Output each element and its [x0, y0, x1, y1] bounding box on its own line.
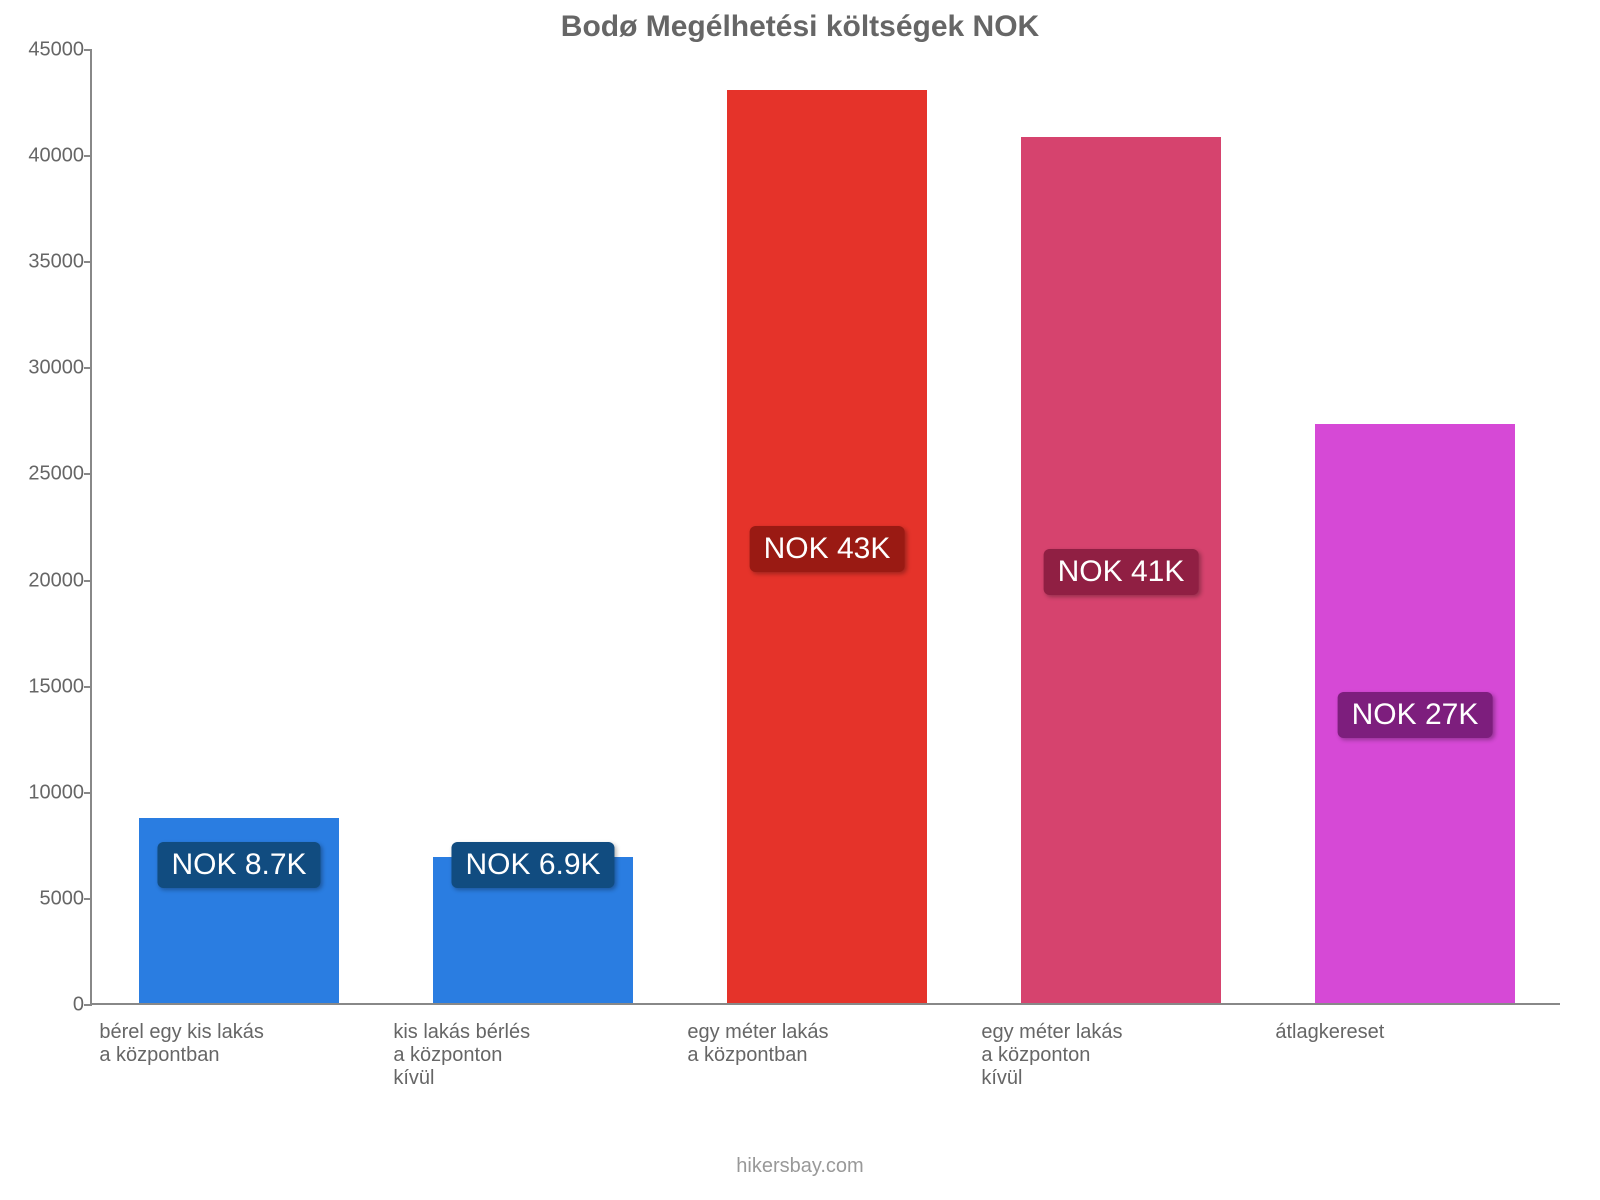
y-tick-mark: [84, 580, 92, 582]
y-tick-label: 40000: [28, 145, 92, 168]
x-category-label: átlagkereset: [1275, 1003, 1554, 1044]
value-badge: NOK 6.9K: [451, 842, 614, 888]
value-badge: NOK 41K: [1044, 549, 1199, 595]
y-tick-label: 15000: [28, 675, 92, 698]
y-tick-label: 45000: [28, 39, 92, 62]
y-tick-label: 20000: [28, 569, 92, 592]
x-category-label: bérel egy kis lakás a központban: [99, 1003, 378, 1067]
value-badge: NOK 27K: [1338, 692, 1493, 738]
chart-title: Bodø Megélhetési költségek NOK: [0, 10, 1600, 44]
y-tick-mark: [84, 792, 92, 794]
y-tick-mark: [84, 261, 92, 263]
cost-of-living-chart: Bodø Megélhetési költségek NOK 050001000…: [0, 0, 1600, 1200]
value-badge: NOK 8.7K: [157, 842, 320, 888]
y-tick-mark: [84, 686, 92, 688]
y-tick-mark: [84, 367, 92, 369]
y-tick-mark: [84, 49, 92, 51]
x-category-label: kis lakás bérlés a központon kívül: [393, 1003, 672, 1090]
chart-footer: hikersbay.com: [0, 1155, 1600, 1178]
y-tick-label: 25000: [28, 463, 92, 486]
y-tick-label: 10000: [28, 781, 92, 804]
y-tick-label: 35000: [28, 251, 92, 274]
value-badge: NOK 43K: [750, 526, 905, 572]
y-tick-mark: [84, 1004, 92, 1006]
x-category-label: egy méter lakás a központban: [687, 1003, 966, 1067]
x-category-label: egy méter lakás a központon kívül: [981, 1003, 1260, 1090]
plot-area: 0500010000150002000025000300003500040000…: [90, 50, 1560, 1005]
y-tick-label: 30000: [28, 357, 92, 380]
y-tick-mark: [84, 155, 92, 157]
y-tick-mark: [84, 473, 92, 475]
y-tick-mark: [84, 898, 92, 900]
